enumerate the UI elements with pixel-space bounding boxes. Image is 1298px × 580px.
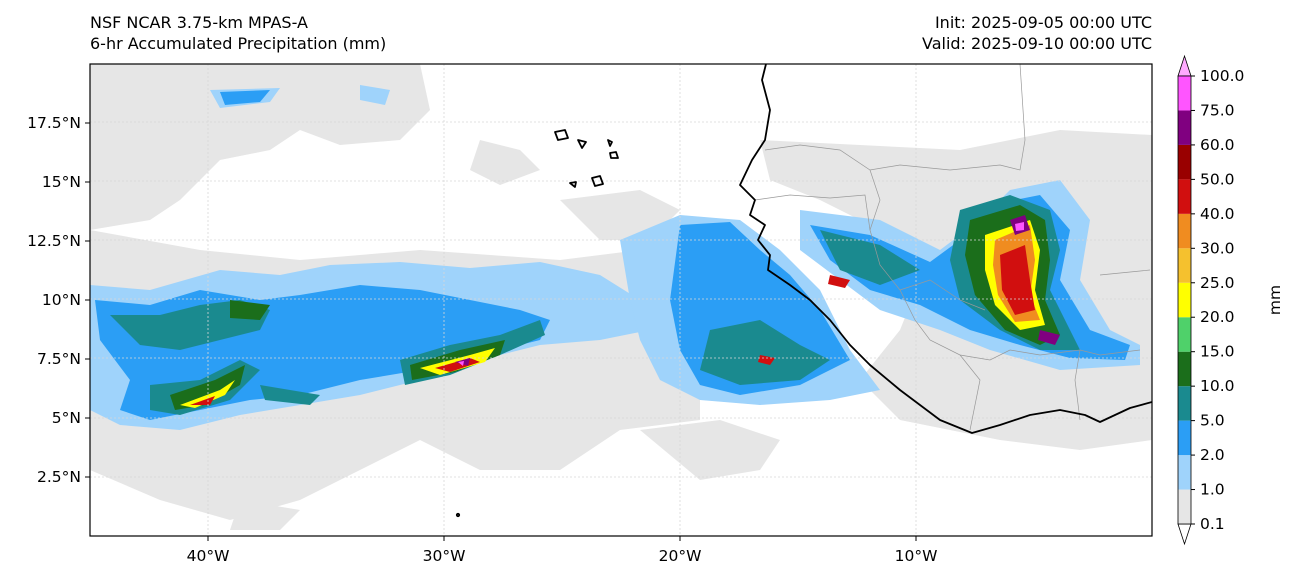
map-gridlines (90, 64, 1152, 536)
colorbar-over-extension (1177, 54, 1192, 77)
colorbar-tick-label: 10.0 (1200, 377, 1235, 395)
colorbar-tick-label: 0.1 (1200, 515, 1225, 533)
colorbar-segment (1178, 110, 1191, 145)
precip-max-areas (458, 222, 1024, 366)
model-title: NSF NCAR 3.75-km MPAS-A (90, 13, 308, 32)
lat-tick-label: 7.5°N (37, 350, 81, 368)
lon-tick-label: 40°W (187, 547, 230, 565)
colorbar: 0.1 1.0 2.0 5.0 10.0 15.0 20.0 25.0 30.0 40.0 50.0… (1177, 54, 1244, 546)
lon-tick-label: 10°W (895, 547, 938, 565)
lon-tick-label: 30°W (423, 547, 466, 565)
colorbar-segment (1178, 317, 1191, 352)
colorbar-segment (1178, 351, 1191, 387)
colorbar-segment (1178, 144, 1191, 180)
lat-tick-label: 12.5°N (27, 232, 81, 250)
colorbar-tick-label: 5.0 (1200, 412, 1225, 430)
longitude-axis: 40°W 30°W 20°W 10°W (187, 536, 938, 565)
colorbar-segment (1178, 76, 1191, 111)
colorbar-tick-label: 50.0 (1200, 170, 1235, 188)
colorbar-tick-label: 25.0 (1200, 274, 1235, 292)
colorbar-segment (1178, 386, 1191, 421)
colorbar-tick-label: 100.0 (1200, 67, 1244, 85)
lat-tick-label: 17.5°N (27, 114, 81, 132)
colorbar-tick-label: 60.0 (1200, 136, 1235, 154)
colorbar-under-extension (1177, 523, 1192, 546)
lat-tick-label: 10°N (42, 291, 81, 309)
colorbar-segment (1178, 248, 1191, 283)
lat-tick-label: 5°N (52, 409, 81, 427)
coastlines (455, 64, 1152, 518)
field-title: 6-hr Accumulated Precipitation (mm) (90, 34, 387, 53)
colorbar-tick-label: 30.0 (1200, 239, 1235, 257)
init-time: Init: 2025-09-05 00:00 UTC (934, 13, 1152, 32)
colorbar-frame (1177, 75, 1192, 525)
colorbar-tick-label: 1.0 (1200, 481, 1225, 499)
colorbar-unit-label: mm (1266, 285, 1284, 315)
colorbar-tick-label: 15.0 (1200, 343, 1235, 361)
lat-tick-label: 2.5°N (37, 468, 81, 486)
colorbar-tick-label: 2.0 (1200, 446, 1225, 464)
colorbar-segment (1178, 455, 1191, 490)
colorbar-segment (1178, 213, 1191, 249)
latitude-axis: 2.5°N 5°N 7.5°N 10°N 12.5°N 15°N 17.5°N (27, 114, 90, 486)
colorbar-segment (1178, 282, 1191, 318)
colorbar-segment (1178, 420, 1191, 456)
lon-tick-label: 20°W (659, 547, 702, 565)
map-content (90, 64, 1152, 536)
colorbar-segment (1178, 179, 1191, 214)
lat-tick-label: 15°N (42, 173, 81, 191)
map-title-right: Init: 2025-09-05 00:00 UTC Valid: 2025-0… (922, 12, 1152, 54)
country-borders (754, 64, 1151, 431)
valid-time: Valid: 2025-09-10 00:00 UTC (921, 34, 1152, 53)
colorbar-tick-label: 20.0 (1200, 308, 1235, 326)
map-title-left: NSF NCAR 3.75-km MPAS-A 6-hr Accumulated… (90, 12, 386, 54)
colorbar-tick-label: 75.0 (1200, 101, 1235, 119)
colorbar-segment (1178, 489, 1191, 524)
colorbar-tick-label: 40.0 (1200, 205, 1235, 223)
